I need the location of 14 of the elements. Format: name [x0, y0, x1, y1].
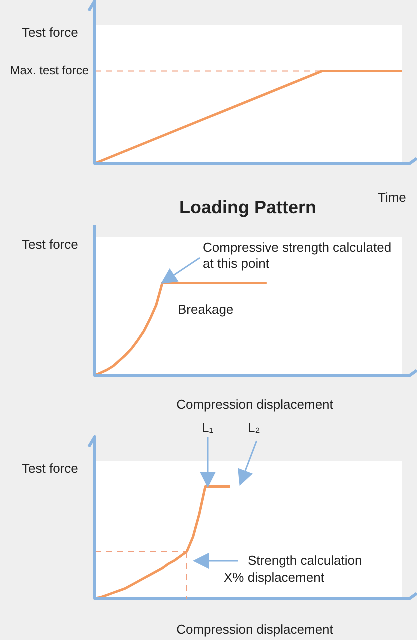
- x-axis-title: Time: [378, 190, 406, 206]
- text: Loading Pattern: [179, 198, 317, 218]
- y-axis-title: Test force: [22, 237, 78, 253]
- annotation: Strength calculation: [248, 553, 362, 569]
- text: L₂: [248, 420, 260, 436]
- text: Compressive strength calculated at this point: [203, 240, 393, 272]
- y-axis-title: Test force: [22, 461, 78, 477]
- x-axis-title: Compression displacement: [176, 622, 334, 638]
- annotation: X% displacement: [224, 570, 324, 586]
- x-axis-title: Compression displacement: [176, 397, 334, 413]
- ref-line-label: Max. test force: [10, 64, 90, 78]
- y-axis-title: Test force: [22, 25, 78, 41]
- text: L₁: [202, 420, 214, 436]
- annotation: Breakage: [178, 302, 234, 318]
